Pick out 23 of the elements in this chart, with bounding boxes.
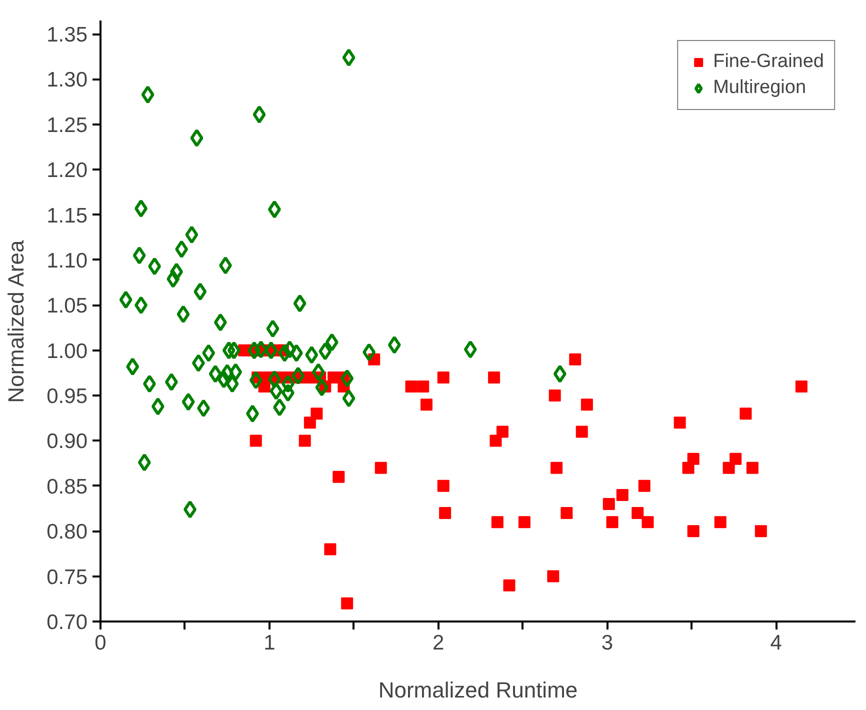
y-axis-title: Normalized Area bbox=[4, 240, 29, 403]
legend-label: Multiregion bbox=[713, 77, 806, 99]
y-tick-label: 1.25 bbox=[46, 114, 88, 137]
y-tick-label: 1.30 bbox=[46, 68, 88, 92]
y-tick-label: 1.20 bbox=[46, 159, 88, 182]
legend-label: Fine-Grained bbox=[713, 51, 824, 73]
x-tick-label: 4 bbox=[770, 632, 782, 654]
x-axis-title: Normalized Runtime bbox=[378, 678, 578, 702]
y-tick-label: 1.15 bbox=[46, 204, 88, 228]
x-tick-label: 3 bbox=[601, 632, 614, 654]
y-tick-label: 0.90 bbox=[46, 430, 88, 454]
y-tick-label: 1.35 bbox=[46, 24, 88, 47]
y-tick-label: 0.75 bbox=[46, 566, 88, 589]
y-tick-label: 0.95 bbox=[46, 385, 88, 408]
x-tick-label: 2 bbox=[432, 632, 444, 654]
y-tick-label: 0.80 bbox=[46, 520, 88, 544]
y-tick-label: 1.00 bbox=[46, 340, 88, 363]
y-tick-label: 1.10 bbox=[46, 249, 88, 272]
x-tick-label: 0 bbox=[94, 632, 106, 654]
y-tick-label: 1.05 bbox=[46, 294, 88, 318]
x-tick-label: 1 bbox=[264, 632, 276, 654]
y-tick-label: 0.70 bbox=[46, 611, 88, 634]
y-tick-label: 0.85 bbox=[46, 475, 88, 498]
